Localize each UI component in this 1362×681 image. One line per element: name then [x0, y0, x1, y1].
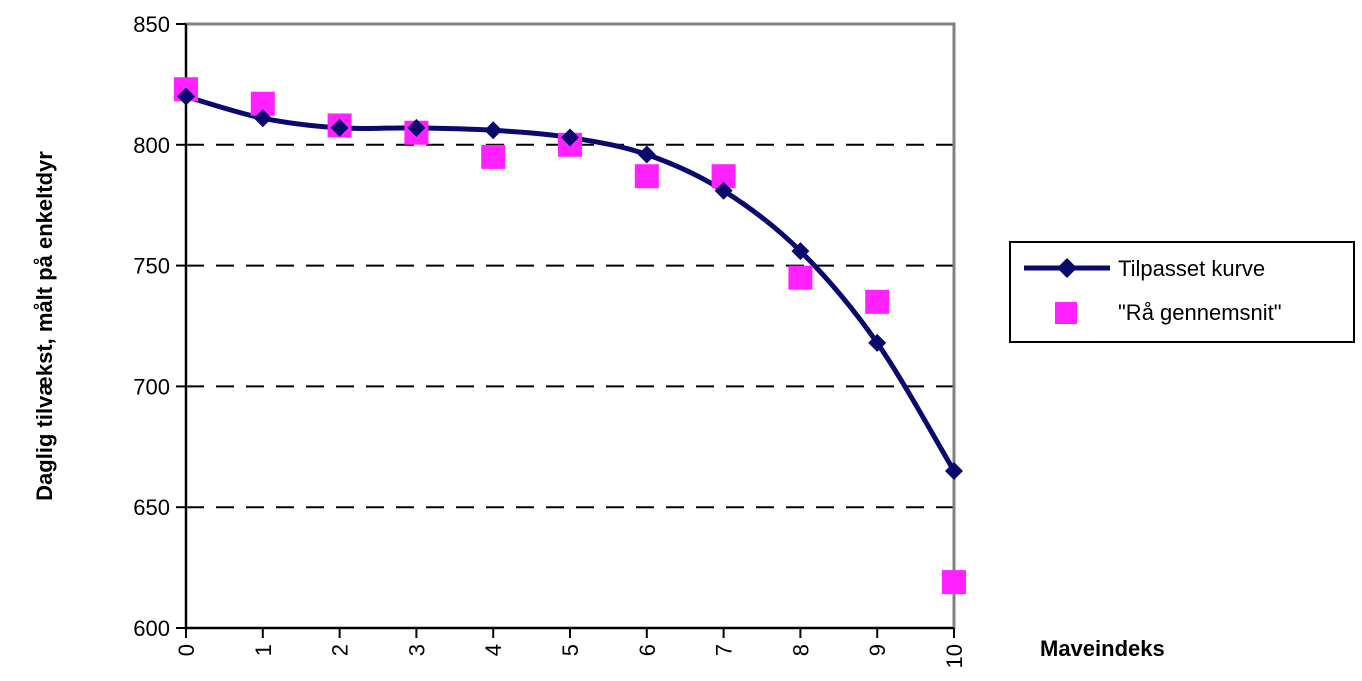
fitted-curve-point-4 — [484, 121, 503, 140]
raw-average-point-1 — [250, 91, 275, 116]
raw-average-point-8 — [788, 265, 813, 290]
legend-diamond-icon — [1057, 258, 1077, 278]
raw-average-point-4 — [481, 144, 506, 169]
x-tick-label: 6 — [635, 644, 660, 656]
x-tick-label: 8 — [788, 644, 813, 656]
fitted-curve-point-5 — [561, 128, 579, 147]
y-tick-label: 700 — [133, 374, 170, 399]
y-axis-ticks: 600 650 700 750 800 850 — [133, 12, 186, 641]
fitted-curve-point-9 — [868, 333, 887, 352]
y-tick-label: 850 — [133, 12, 170, 37]
y-tick-label: 800 — [133, 133, 170, 158]
fitted-curve-point-8 — [791, 242, 810, 261]
raw-average-point-9 — [865, 289, 890, 314]
fitted-curve-point-3 — [407, 118, 426, 137]
x-tick-label: 5 — [558, 644, 583, 656]
x-tick-label: 10 — [942, 644, 967, 668]
plot-area — [186, 24, 954, 628]
series-layer — [174, 77, 966, 595]
y-tick-label: 600 — [133, 616, 170, 641]
fitted-curve-point-2 — [330, 118, 349, 137]
x-tick-label: 1 — [251, 644, 276, 656]
fitted-curve-point-0 — [177, 87, 195, 106]
raw-average-point-6 — [634, 164, 659, 189]
x-tick-label: 9 — [865, 644, 890, 656]
legend-square-icon — [1055, 302, 1077, 324]
x-tick-label: 2 — [328, 644, 353, 656]
x-tick-label: 7 — [712, 644, 737, 656]
x-tick-label: 0 — [174, 644, 199, 656]
y-tick-label: 750 — [133, 254, 170, 279]
x-tick-label: 3 — [404, 644, 429, 656]
y-tick-label: 650 — [133, 495, 170, 520]
raw-average-point-10 — [942, 570, 966, 595]
legend-label-raw-average: "Rå gennemsnit" — [1118, 300, 1282, 325]
fitted-curve-point-7 — [714, 181, 733, 200]
gridlines — [186, 143, 954, 509]
y-axis-title: Daglig tilvækst, målt på enkeltdyr — [32, 151, 57, 501]
x-tick-label: 4 — [481, 644, 506, 656]
fitted-curve-point-6 — [637, 145, 656, 164]
legend: Tilpasset kurve "Rå gennemsnit" — [1009, 241, 1355, 343]
fitted-curve-point-10 — [945, 461, 963, 480]
fitted-curve-point-1 — [253, 109, 272, 128]
legend-label-fitted-curve: Tilpasset kurve — [1118, 256, 1265, 281]
x-axis-title: Maveindeks — [1040, 636, 1165, 661]
x-axis-ticks: 0 1 2 3 4 5 6 7 8 9 10 — [174, 628, 967, 668]
